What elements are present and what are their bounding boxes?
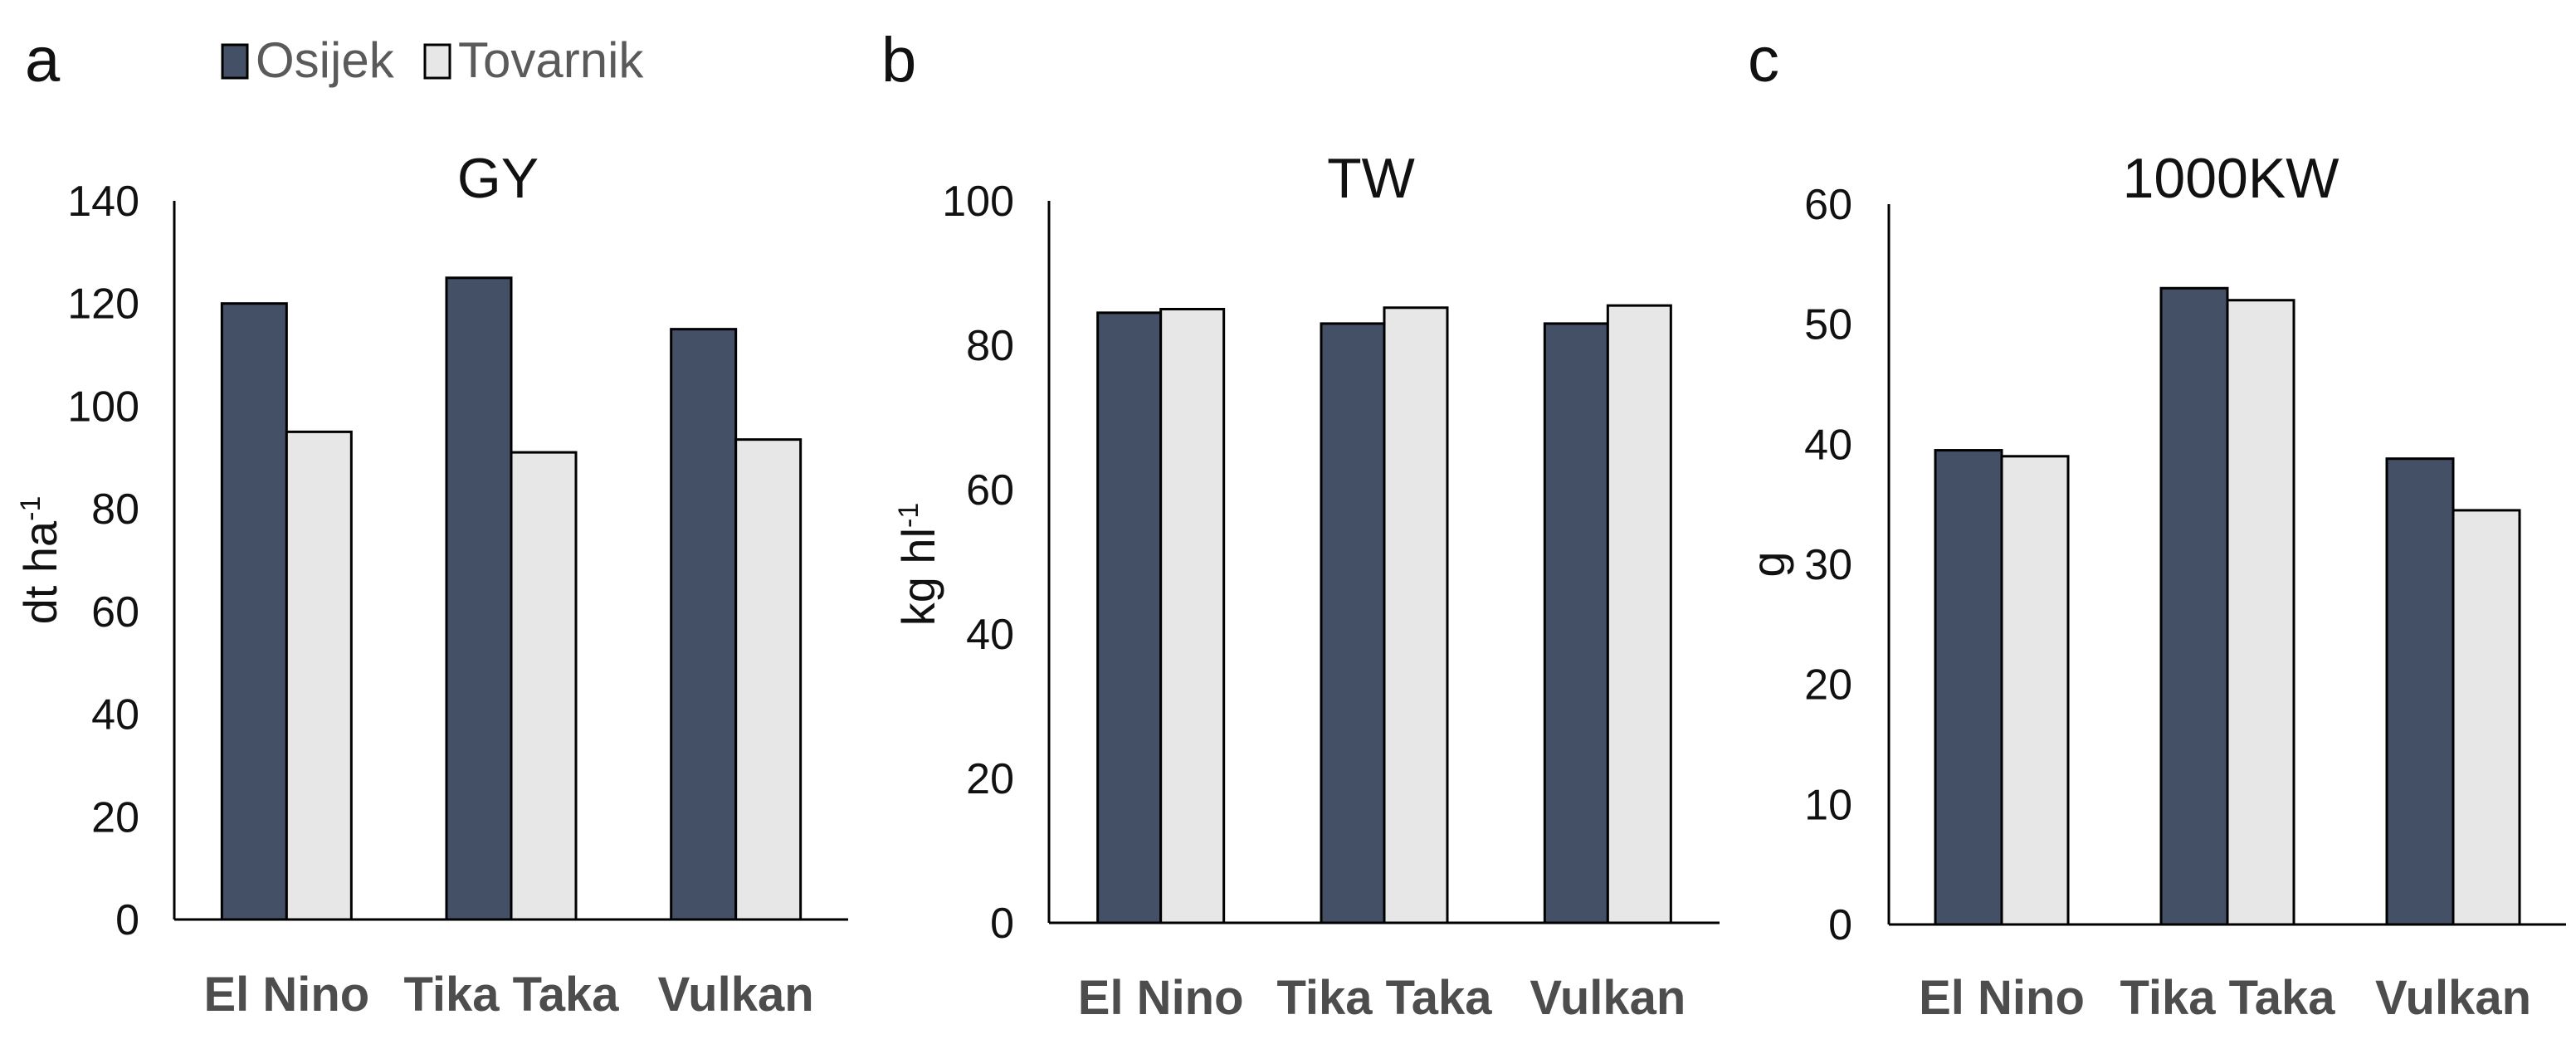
y-tick-label: 100 <box>942 178 1014 226</box>
bar-vulkan-tovarnik <box>2452 509 2521 926</box>
bar-tika-taka-osijek <box>1320 322 1386 924</box>
panel-tw: b TW 0 20 40 60 80 100 El Nino Tika Taka Vulkan… <box>881 25 1720 1025</box>
panel-gy: a GY 0 20 40 60 80 100 120 140 El Nino Tika Taka… <box>14 25 848 1022</box>
bar-vulkan-osijek <box>2385 457 2455 926</box>
y-tick-label: 120 <box>67 280 139 329</box>
y-tick-label: 100 <box>67 383 139 431</box>
y-tick-label: 60 <box>1804 181 1852 229</box>
y-axis-label-text: kg hl <box>892 528 944 626</box>
category-label-tika-taka: Tika Taka <box>403 968 619 1022</box>
y-tick-label: 40 <box>966 611 1014 659</box>
category-label-vulkan: Vulkan <box>2375 971 2531 1025</box>
y-tick-labels: 0 20 40 60 80 100 <box>942 178 1014 948</box>
chart-title-tw: TW <box>1327 147 1415 210</box>
bar-tika-taka-osijek <box>2159 286 2229 926</box>
y-axis-label-text: g <box>1742 551 1794 577</box>
y-tick-label: 0 <box>115 896 139 944</box>
category-labels: El Nino Tika Taka Vulkan <box>1919 971 2531 1025</box>
y-axis-label-text: dt ha <box>14 520 66 624</box>
bar-vulkan-osijek <box>670 328 738 921</box>
panel-letter-a: a <box>25 25 61 95</box>
y-tick-label: 140 <box>67 178 139 226</box>
y-tick-label: 20 <box>91 793 139 841</box>
category-label-el-nino: El Nino <box>1919 971 2085 1025</box>
bars <box>220 276 803 921</box>
y-axis-label-superscript: -1 <box>893 503 925 528</box>
bar-el-nino-osijek <box>220 302 288 921</box>
y-tick-label: 80 <box>966 322 1014 370</box>
bars <box>1934 286 2521 926</box>
bar-vulkan-osijek <box>1543 322 1609 924</box>
bar-el-nino-tovarnik <box>2000 455 2070 926</box>
chart-title-gy: GY <box>457 147 539 210</box>
bar-vulkan-tovarnik <box>734 438 803 921</box>
y-axis-label: g <box>1742 551 1794 577</box>
panel-letter-b: b <box>881 25 916 95</box>
bar-el-nino-osijek <box>1096 311 1163 924</box>
bar-tika-taka-tovarnik <box>1383 306 1449 924</box>
category-label-vulkan: Vulkan <box>1530 971 1686 1025</box>
legend-swatch-osijek <box>221 43 249 80</box>
bar-tika-taka-osijek <box>445 276 513 921</box>
bar-tika-taka-tovarnik <box>510 451 578 921</box>
y-axis-label: dt ha-1 <box>14 496 66 625</box>
bar-el-nino-tovarnik <box>1159 308 1226 924</box>
y-tick-label: 40 <box>91 691 139 739</box>
y-tick-label: 50 <box>1804 301 1852 349</box>
y-tick-label: 0 <box>1828 901 1852 949</box>
legend-swatch-tovarnik <box>423 43 451 80</box>
category-label-el-nino: El Nino <box>1078 971 1244 1025</box>
category-labels: El Nino Tika Taka Vulkan <box>203 968 813 1022</box>
bars <box>1096 304 1672 924</box>
y-tick-label: 20 <box>966 755 1014 803</box>
y-tick-label: 20 <box>1804 661 1852 710</box>
panel-letter-c: c <box>1748 25 1779 95</box>
y-tick-label: 40 <box>1804 421 1852 469</box>
category-label-el-nino: El Nino <box>203 968 369 1022</box>
bar-el-nino-tovarnik <box>285 430 353 921</box>
y-axis-label: kg hl-1 <box>892 503 944 627</box>
bar-tika-taka-tovarnik <box>2226 299 2295 926</box>
y-tick-label: 30 <box>1804 541 1852 589</box>
legend-label-osijek: Osijek <box>256 32 395 88</box>
chart-title-1000kw: 1000KW <box>2123 147 2339 210</box>
legend-label-tovarnik: Tovarnik <box>458 32 644 88</box>
y-tick-label: 80 <box>91 485 139 534</box>
panel-1000kw: c 1000KW 0 10 20 30 40 50 60 El Nino Tika Taka V… <box>1742 25 2566 1025</box>
legend: Osijek Tovarnik <box>221 32 644 88</box>
bar-el-nino-osijek <box>1934 449 2003 926</box>
bar-vulkan-tovarnik <box>1606 304 1672 924</box>
category-labels: El Nino Tika Taka Vulkan <box>1078 971 1686 1025</box>
y-tick-labels: 0 20 40 60 80 100 120 140 <box>67 178 139 944</box>
category-label-tika-taka: Tika Taka <box>1276 971 1492 1025</box>
y-axis-label-superscript: -1 <box>15 496 46 521</box>
y-tick-label: 60 <box>91 588 139 637</box>
y-tick-label: 0 <box>990 900 1014 948</box>
y-tick-label: 60 <box>966 466 1014 515</box>
y-tick-labels: 0 10 20 30 40 50 60 <box>1804 181 1852 949</box>
y-tick-label: 10 <box>1804 781 1852 829</box>
category-label-vulkan: Vulkan <box>658 968 814 1022</box>
category-label-tika-taka: Tika Taka <box>2120 971 2335 1025</box>
